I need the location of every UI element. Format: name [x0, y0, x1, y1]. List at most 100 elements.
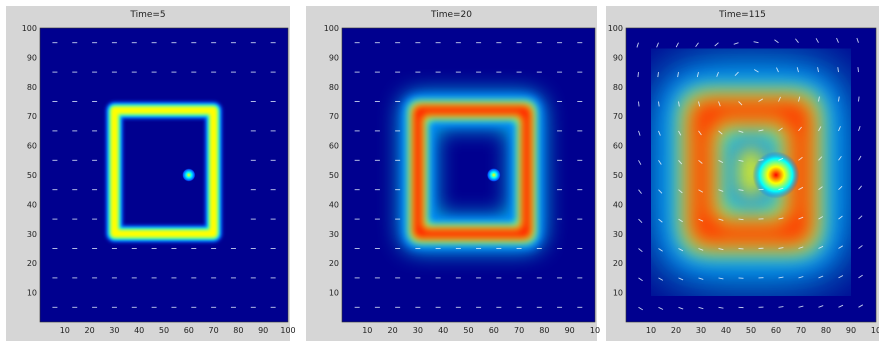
y-tick-label: 20 — [329, 259, 339, 268]
flow-arrow — [675, 42, 679, 48]
concentration-band — [110, 106, 218, 239]
flow-arrow — [638, 101, 640, 107]
flow-arrow — [818, 186, 823, 191]
flow-arrow — [778, 306, 784, 308]
flow-arrow — [714, 42, 719, 47]
flow-arrow — [778, 157, 784, 161]
flow-arrow — [817, 67, 819, 73]
x-tick-label: 40 — [721, 326, 731, 335]
x-tick-label: 30 — [109, 326, 119, 335]
flow-arrow — [658, 130, 661, 136]
flow-arrow — [836, 37, 839, 43]
flow-arrow — [638, 130, 641, 136]
flow-arrow — [718, 130, 723, 135]
flow-arrow — [658, 101, 660, 107]
y-tick-label: 10 — [27, 289, 37, 298]
y-tick-label: 90 — [27, 53, 37, 62]
flow-arrow — [818, 275, 824, 279]
flow-arrow — [798, 126, 802, 132]
flow-arrow — [818, 126, 822, 132]
concentration-band — [691, 100, 811, 244]
y-tick-label: 80 — [27, 83, 37, 92]
flow-arrow — [818, 216, 824, 220]
panel-time-20: Time=20 10 20 30 40 50 60 70 80 90 10 10 20 30 40 50 60… — [306, 6, 600, 341]
flow-arrow — [734, 71, 739, 76]
flow-arrow — [638, 189, 642, 194]
x-tick-label: 10 — [362, 326, 372, 335]
flow-arrow — [758, 159, 764, 161]
flow-arrow — [815, 38, 819, 43]
y-tick-label: 20 — [27, 259, 37, 268]
x-tick-label: 40 — [134, 326, 144, 335]
y-tick-label: 50 — [613, 171, 623, 180]
flow-arrow — [638, 160, 642, 165]
x-tick-label: 90 — [846, 326, 856, 335]
x-tick-label: 20 — [671, 326, 681, 335]
flow-arrow — [753, 41, 759, 44]
x-tick-label: 50 — [159, 326, 169, 335]
flow-arrow — [638, 277, 643, 282]
y-tick-label: 100 — [324, 24, 339, 33]
flow-arrow — [698, 130, 702, 136]
flow-arrow — [798, 305, 804, 308]
x-tick-label: 10 — [60, 326, 70, 335]
flow-arrow — [858, 126, 861, 132]
flow-arrow — [698, 189, 704, 193]
flow-arrow — [778, 127, 783, 132]
flow-arrow — [818, 245, 824, 249]
flow-arrow — [858, 245, 863, 249]
flow-arrow — [818, 96, 820, 102]
flow-arrow — [677, 72, 679, 78]
source-spot — [182, 168, 196, 182]
x-tick-label: 10 — [646, 326, 656, 335]
y-tick-label: 100 — [608, 24, 623, 33]
flow-arrow — [718, 306, 724, 309]
x-tick-label: 10 — [871, 326, 879, 335]
y-tick-label: 90 — [329, 53, 339, 62]
flow-arrow — [858, 274, 863, 279]
flow-arrow — [738, 101, 743, 106]
y-tick-label: 40 — [329, 200, 339, 209]
x-tick-label: 20 — [85, 326, 95, 335]
panel-title: Time=5 — [130, 10, 166, 20]
y-tick-label: 90 — [613, 53, 623, 62]
flow-arrow — [858, 155, 862, 161]
flow-arrow — [638, 306, 644, 311]
x-tick-label: 70 — [796, 326, 806, 335]
y-tick-label: 100 — [22, 24, 37, 33]
heatmap-background — [40, 28, 288, 322]
flow-arrow — [798, 276, 804, 279]
y-tick-label: 20 — [613, 259, 623, 268]
flow-arrow — [838, 96, 840, 102]
flow-arrow — [637, 72, 639, 78]
flow-arrow — [698, 101, 701, 107]
flow-arrow — [776, 67, 779, 73]
panel-time-115: Time=115 10 20 30 40 50 60 70 80 90 10 10 20 30 40 50 6… — [606, 6, 879, 341]
source-spot — [752, 151, 800, 199]
flow-arrow — [838, 304, 844, 308]
x-tick-label: 60 — [771, 326, 781, 335]
y-tick-label: 70 — [27, 112, 37, 121]
flow-arrow — [738, 218, 744, 221]
heatmap-field — [636, 37, 864, 311]
flow-arrow — [718, 218, 724, 221]
flow-arrow — [716, 71, 719, 77]
flow-arrow — [657, 72, 659, 78]
heatmap-field — [52, 42, 276, 308]
heatmap-field — [354, 42, 583, 308]
flow-arrow — [678, 130, 682, 136]
x-tick-label: 30 — [413, 326, 423, 335]
x-tick-label: 100 — [280, 326, 295, 335]
source-spot — [486, 168, 501, 182]
y-tick-label: 80 — [329, 83, 339, 92]
flow-arrow — [838, 155, 842, 161]
flow-arrow — [778, 247, 784, 249]
flow-vector-field — [52, 42, 276, 308]
flow-arrow — [658, 277, 664, 281]
flow-arrow — [678, 306, 684, 310]
flow-arrow — [678, 160, 683, 165]
flow-arrow — [678, 277, 684, 281]
flow-arrow — [733, 42, 739, 45]
flow-arrow — [778, 276, 784, 279]
x-tick-label: 80 — [233, 326, 243, 335]
